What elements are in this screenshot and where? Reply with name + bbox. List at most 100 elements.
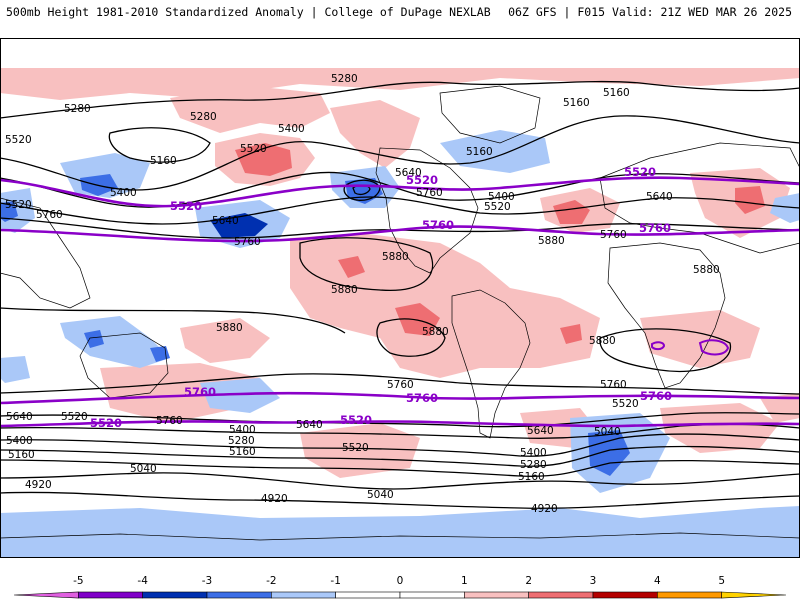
low-ring-pacific <box>343 179 381 201</box>
positive-anomaly-area <box>330 100 420 168</box>
contour-label: 4920 <box>25 479 52 491</box>
contour-5280-south <box>0 445 800 467</box>
contour-5400 <box>0 115 800 191</box>
purple-label: 5520 <box>170 199 202 213</box>
colorbar-segment <box>528 591 594 599</box>
colorbar-segment <box>78 591 143 599</box>
contour-label: 5040 <box>130 463 157 475</box>
negative-anomaly-area <box>0 188 35 233</box>
strong-positive-anomaly <box>560 324 582 344</box>
colorbar-tick-label: -1 <box>330 575 340 587</box>
positive-anomaly-area <box>660 403 780 453</box>
negative-anomaly-area <box>200 378 280 413</box>
colorbar-tick-label: 5 <box>718 575 725 587</box>
contour-4920-south <box>0 491 800 509</box>
contour-label: 5160 <box>518 471 545 483</box>
contour-label: 5640 <box>395 167 422 179</box>
contour-label: 5640 <box>212 215 239 227</box>
contour-label: 5280 <box>64 103 91 115</box>
negative-anomaly-area <box>60 316 170 368</box>
south-america-coast <box>451 289 531 439</box>
colorbar-segment <box>657 591 722 599</box>
contour-label: 5160 <box>603 87 630 99</box>
contour-5160-north <box>108 127 211 163</box>
contour-label: 4920 <box>261 493 288 505</box>
contour-label: 5040 <box>367 489 394 501</box>
contour-label: 5880 <box>589 335 616 347</box>
contour-label: 5760 <box>234 236 261 248</box>
colorbar-tick-label: -2 <box>266 575 276 587</box>
model-run-info: 06Z GFS | F015 Valid: 21Z WED MAR 26 202… <box>508 5 792 19</box>
colorbar-segment <box>721 591 787 599</box>
north-america-coast <box>375 147 479 274</box>
contour-5640-south <box>0 412 800 428</box>
purple-contour-5520-south <box>0 420 800 428</box>
africa-coast <box>607 242 726 389</box>
contour-label: 5400 <box>110 187 137 199</box>
positive-anomaly-area <box>180 318 270 363</box>
contour-label: 5400 <box>6 435 33 447</box>
contour-label: 5880 <box>693 264 720 276</box>
contour-label: 5760 <box>156 415 183 427</box>
purple-label: 5760 <box>640 389 672 403</box>
contour-5880-west <box>0 307 346 334</box>
contour-label: 5160 <box>150 155 177 167</box>
contour-label: 5520 <box>484 201 511 213</box>
purple-ring-africa-small <box>651 341 666 351</box>
colorbar-segment <box>271 591 336 599</box>
colorbar-segment <box>399 591 465 599</box>
contour-5880-africa <box>599 328 731 373</box>
contour-label: 5760 <box>416 187 443 199</box>
contour-label: 5880 <box>538 235 565 247</box>
positive-anomaly-area <box>300 423 420 478</box>
contour-label: 5640 <box>527 425 554 437</box>
positive-anomaly-area <box>640 310 760 368</box>
contour-label: 5400 <box>278 123 305 135</box>
purple-label: 5760 <box>184 385 216 399</box>
contour-label: 5880 <box>422 326 449 338</box>
contour-label: 5880 <box>331 284 358 296</box>
contour-label: 5280 <box>190 111 217 123</box>
colorbar-segment <box>335 591 401 599</box>
negative-anomaly-area <box>440 130 550 173</box>
purple-label: 5520 <box>90 416 122 430</box>
contour-label: 5520 <box>240 143 267 155</box>
colorbar: -5 -4 -3 -2 -1 0 1 2 3 4 5 <box>13 575 787 599</box>
contour-5040-south <box>0 472 800 490</box>
purple-contour-5520-north <box>0 176 800 208</box>
colorbar-tick-label: 4 <box>654 575 661 587</box>
contour-5400-south <box>0 433 800 457</box>
contour-label: 5520 <box>5 199 32 211</box>
contour-label: 5760 <box>600 379 627 391</box>
purple-label: 5760 <box>639 221 671 235</box>
purple-label: 5520 <box>340 413 372 427</box>
colorbar-tick-label: -4 <box>137 575 148 587</box>
map-title: 500mb Height 1981-2010 Standardized Anom… <box>6 5 491 19</box>
contour-label: 5160 <box>563 97 590 109</box>
purple-contour-5760-south <box>0 391 800 405</box>
strong-negative-anomaly <box>588 430 630 476</box>
contour-label: 5760 <box>36 209 63 221</box>
contour-5880-sa <box>376 318 446 357</box>
contour-label: 5640 <box>646 191 673 203</box>
strong-positive-anomaly <box>235 143 292 176</box>
contour-label: 5640 <box>6 411 33 423</box>
contour-5280-north <box>0 80 800 119</box>
anomaly-shading <box>0 68 800 558</box>
contour-label: 4920 <box>531 503 558 515</box>
colorbar-tick-label: -3 <box>202 575 212 587</box>
contour-label: 5520 <box>612 398 639 410</box>
colorbar-tick-label: 1 <box>461 575 468 587</box>
purple-contour-labels: 5520 5520 5520 5760 5760 5760 5760 5760 … <box>90 165 672 430</box>
contour-label: 5160 <box>466 146 493 158</box>
greenland-coast <box>439 85 541 144</box>
contour-label: 5520 <box>61 411 88 423</box>
contour-label: 5040 <box>594 426 621 438</box>
contour-label: 5160 <box>229 446 256 458</box>
strong-negative-anomaly <box>84 330 104 348</box>
negative-anomaly-area <box>770 193 800 223</box>
purple-label: 5520 <box>406 173 438 187</box>
purple-label: 5520 <box>624 165 656 179</box>
contour-label: 5160 <box>8 449 35 461</box>
colorbar-segment <box>592 591 658 599</box>
